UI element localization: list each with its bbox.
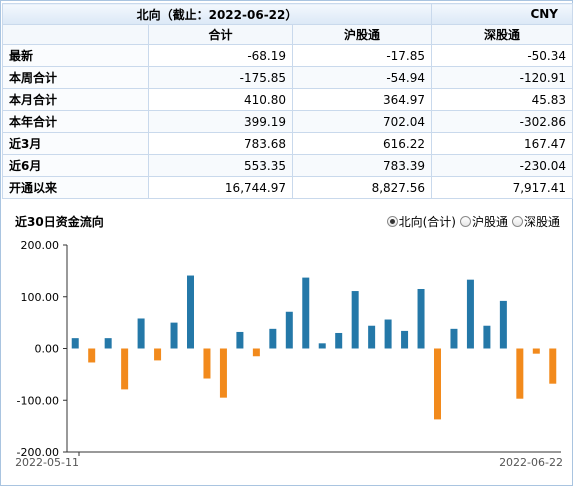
flow-bar [219, 348, 227, 398]
flow-bar [170, 322, 178, 349]
row-label: 开通以来 [2, 176, 149, 199]
flow-bar [71, 338, 79, 349]
table-row: 近6月 553.35 783.39 -230.04 [2, 154, 573, 177]
row-label: 本周合计 [2, 66, 149, 89]
table-cell: 45.83 [431, 88, 573, 111]
flow-bar [351, 291, 359, 349]
row-label: 本年合计 [2, 110, 149, 133]
x-end-label: 2022-06-22 [499, 456, 563, 469]
corner-cell [2, 24, 149, 45]
flow-bar [285, 311, 293, 349]
row-label: 近3月 [2, 132, 149, 155]
table-cell: -54.94 [292, 66, 432, 89]
y-tick-label: 100.00 [21, 291, 60, 304]
table-cell: 410.80 [148, 88, 293, 111]
table-cell: 783.68 [148, 132, 293, 155]
table-cell: 616.22 [292, 132, 432, 155]
table-row: 本月合计 410.80 364.97 45.83 [2, 88, 573, 111]
series-radio-option[interactable]: 北向(合计) [386, 213, 456, 230]
table-row: 本周合计 -175.85 -54.94 -120.91 [2, 66, 573, 89]
flow-bar [318, 343, 326, 349]
flow-bar [368, 325, 376, 349]
radio-label: 深股通 [523, 215, 560, 229]
y-tick-label: -100.00 [17, 394, 59, 407]
row-label: 近6月 [2, 154, 149, 177]
table-cell: 7,917.41 [431, 176, 573, 199]
table-cell: 8,827.56 [292, 176, 432, 199]
table-cell: 399.19 [148, 110, 293, 133]
table-cell: 702.04 [292, 110, 432, 133]
flow-bar [384, 319, 392, 349]
currency-label: CNY [431, 3, 573, 25]
table-row: 近3月 783.68 616.22 167.47 [2, 132, 573, 155]
flow-bar [401, 330, 409, 349]
flow-bar [137, 318, 145, 349]
series-radio-option[interactable]: 沪股通 [459, 213, 508, 230]
table-cell: -120.91 [431, 66, 573, 89]
flow-bar [236, 331, 244, 349]
flow-summary-table: 北向（截止：2022-06-22） CNY 合计 沪股通 深股通 最新 -68.19-… [2, 3, 573, 199]
table-cell: -17.85 [292, 44, 432, 67]
flow-bar [516, 348, 524, 399]
chart-title: 近30日资金流向 [15, 215, 104, 229]
table-row: 本年合计 399.19 702.04 -302.86 [2, 110, 573, 133]
table-cell: 167.47 [431, 132, 573, 155]
flow-bar [499, 300, 507, 349]
table-title: 北向（截止：2022-06-22） [2, 3, 432, 25]
flow-bar [532, 348, 540, 354]
row-label: 最新 [2, 44, 149, 67]
table-cell: -302.86 [431, 110, 573, 133]
column-header: 深股通 [431, 24, 573, 45]
table-row: 最新 -68.19 -17.85 -50.34 [2, 44, 573, 67]
flow-bar [121, 348, 129, 390]
y-tick-label: -200.00 [17, 446, 59, 459]
flow-bar [269, 328, 277, 349]
flow-bar [466, 279, 474, 349]
x-start-label: 2022-05-11 [15, 456, 79, 469]
column-header: 合计 [148, 24, 293, 45]
table-cell: -175.85 [148, 66, 293, 89]
flow-bar [252, 348, 260, 357]
table-cell: -50.34 [431, 44, 573, 67]
table-row: 开通以来 16,744.97 8,827.56 7,917.41 [2, 176, 573, 199]
table-cell: 783.39 [292, 154, 432, 177]
radio-button-icon[interactable] [386, 216, 398, 227]
flow-bar [203, 348, 211, 379]
flow-bar [187, 275, 194, 349]
table-cell: 16,744.97 [148, 176, 293, 199]
radio-label: 沪股通 [471, 215, 508, 229]
table-cell: 364.97 [292, 88, 432, 111]
y-tick-label: 0.00 [35, 343, 60, 356]
flow-bar-chart: 200.00 100.00 0.00 -100.00 -200.002022-05-11… [15, 239, 563, 469]
flow-bar [154, 348, 162, 361]
series-radio-group: 北向(合计) 沪股通 深股通 [385, 213, 560, 230]
table-cell: -230.04 [431, 154, 573, 177]
table-cell: -68.19 [148, 44, 293, 67]
column-header: 沪股通 [292, 24, 432, 45]
flow-bar [335, 332, 343, 349]
flow-bar [549, 348, 557, 384]
flow-bar [104, 338, 112, 349]
radio-label: 北向(合计) [398, 215, 456, 229]
flow-bar [483, 325, 491, 349]
series-radio-option[interactable]: 深股通 [511, 213, 560, 230]
flow-bar [450, 328, 458, 349]
flow-bar [434, 348, 441, 420]
radio-button-icon[interactable] [459, 216, 471, 227]
row-label: 本月合计 [2, 88, 149, 111]
flow-bar [302, 277, 310, 349]
table-cell: 553.35 [148, 154, 293, 177]
y-tick-label: 200.00 [21, 239, 60, 252]
radio-button-icon[interactable] [511, 216, 523, 227]
flow-bar [88, 348, 96, 363]
flow-bar [417, 288, 425, 349]
